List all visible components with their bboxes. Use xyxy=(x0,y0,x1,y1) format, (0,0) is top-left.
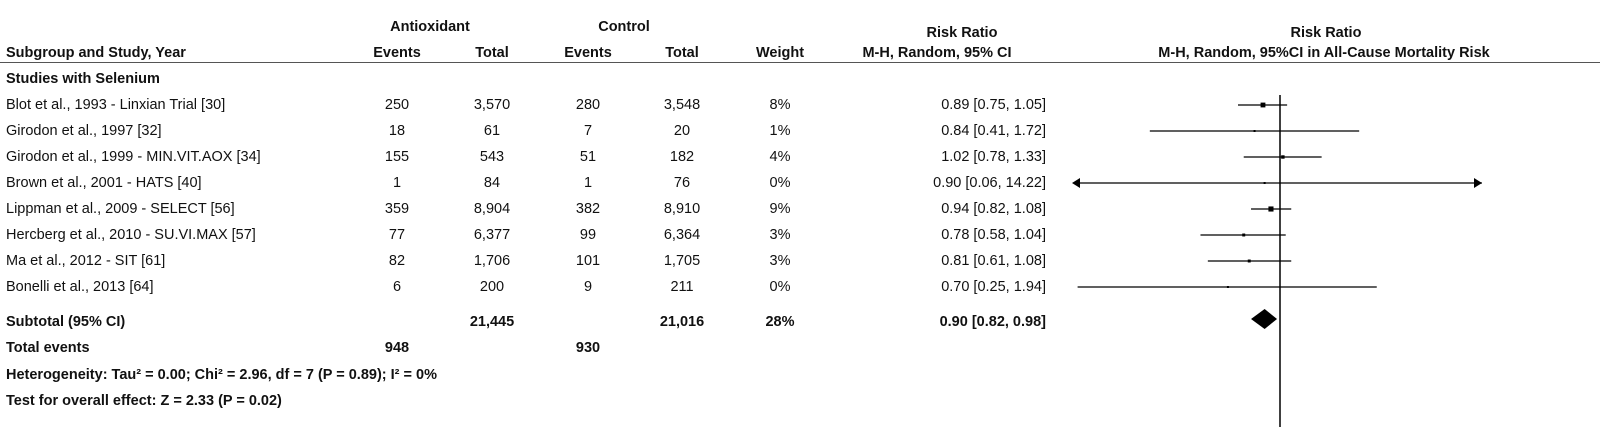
study-name: Hercberg et al., 2010 - SU.VI.MAX [57] xyxy=(6,227,256,243)
total-control: 20 xyxy=(673,123,691,139)
total-antioxidant: 6,377 xyxy=(473,227,511,243)
total-events-c: 930 xyxy=(575,340,601,356)
events-antioxidant: 359 xyxy=(384,201,410,217)
heterogeneity-stat: Heterogeneity: Tau² = 0.00; Chi² = 2.96,… xyxy=(6,367,437,383)
events-antioxidant: 155 xyxy=(384,149,410,165)
events-antioxidant: 1 xyxy=(392,175,402,191)
study-name: Girodon et al., 1999 - MIN.VIT.AOX [34] xyxy=(6,149,261,165)
risk-ratio-ci: 0.81 [0.61, 1.08] xyxy=(941,253,1046,269)
events-control: 99 xyxy=(579,227,597,243)
study-point-estimate xyxy=(1260,102,1266,108)
weight: 9% xyxy=(769,201,791,217)
events-antioxidant: 6 xyxy=(392,279,402,295)
header-divider xyxy=(0,62,1600,63)
weight: 0% xyxy=(769,175,791,191)
events-control: 382 xyxy=(575,201,601,217)
total-control: 182 xyxy=(669,149,695,165)
weight: 0% xyxy=(769,279,791,295)
events-antioxidant: 18 xyxy=(388,123,406,139)
subtotal-total-a: 21,445 xyxy=(469,314,515,330)
study-point-estimate xyxy=(1263,182,1266,184)
total-antioxidant: 84 xyxy=(483,175,501,191)
col-header-total-c: Total xyxy=(665,45,699,61)
total-control: 76 xyxy=(673,175,691,191)
group-header-control: Control xyxy=(598,19,650,35)
overall-effect-stat: Test for overall effect: Z = 2.33 (P = 0… xyxy=(6,393,282,409)
plot-title: Risk Ratio xyxy=(1290,25,1362,41)
events-antioxidant: 77 xyxy=(388,227,406,243)
study-name: Ma et al., 2012 - SIT [61] xyxy=(6,253,166,269)
weight: 1% xyxy=(769,123,791,139)
total-antioxidant: 200 xyxy=(479,279,505,295)
rr-column-title: Risk Ratio xyxy=(926,25,998,41)
weight: 3% xyxy=(769,227,791,243)
study-name: Girodon et al., 1997 [32] xyxy=(6,123,162,139)
col-header-total-a: Total xyxy=(475,45,509,61)
weight: 3% xyxy=(769,253,791,269)
total-control: 8,910 xyxy=(663,201,701,217)
study-point-estimate xyxy=(1253,130,1256,132)
ci-arrow-right xyxy=(1474,178,1482,188)
events-control: 9 xyxy=(583,279,593,295)
total-antioxidant: 61 xyxy=(483,123,501,139)
col-header-weight: Weight xyxy=(755,45,805,61)
total-antioxidant: 543 xyxy=(479,149,505,165)
col-header-events-a: Events xyxy=(373,45,421,61)
total-events-a: 948 xyxy=(384,340,410,356)
risk-ratio-ci: 1.02 [0.78, 1.33] xyxy=(941,149,1046,165)
risk-ratio-ci: 0.89 [0.75, 1.05] xyxy=(941,97,1046,113)
study-name: Bonelli et al., 2013 [64] xyxy=(6,279,154,295)
study-point-estimate xyxy=(1226,286,1229,288)
subtotal-total-c: 21,016 xyxy=(659,314,705,330)
events-control: 7 xyxy=(583,123,593,139)
total-antioxidant: 8,904 xyxy=(473,201,511,217)
study-point-estimate xyxy=(1268,206,1274,212)
group-header-antioxidant: Antioxidant xyxy=(390,19,470,35)
risk-ratio-ci: 0.84 [0.41, 1.72] xyxy=(941,123,1046,139)
study-point-estimate xyxy=(1281,155,1285,159)
total-events-label: Total events xyxy=(6,340,90,356)
study-point-estimate xyxy=(1242,233,1246,237)
events-antioxidant: 82 xyxy=(388,253,406,269)
risk-ratio-ci: 0.94 [0.82, 1.08] xyxy=(941,201,1046,217)
ci-arrow-left xyxy=(1072,178,1080,188)
total-antioxidant: 1,706 xyxy=(473,253,511,269)
subtotal-weight: 28% xyxy=(765,314,795,330)
subgroup-title: Studies with Selenium xyxy=(6,71,160,87)
total-control: 1,705 xyxy=(663,253,701,269)
events-antioxidant: 250 xyxy=(384,97,410,113)
col-header-events-c: Events xyxy=(564,45,612,61)
risk-ratio-ci: 0.70 [0.25, 1.94] xyxy=(941,279,1046,295)
total-control: 3,548 xyxy=(663,97,701,113)
study-point-estimate xyxy=(1247,259,1251,263)
subtotal-label: Subtotal (95% CI) xyxy=(6,314,126,330)
events-control: 280 xyxy=(575,97,601,113)
study-name: Brown et al., 2001 - HATS [40] xyxy=(6,175,202,191)
events-control: 51 xyxy=(579,149,597,165)
subtotal-ci: 0.90 [0.82, 0.98] xyxy=(939,314,1046,330)
risk-ratio-ci: 0.90 [0.06, 14.22] xyxy=(933,175,1046,191)
study-name: Lippman et al., 2009 - SELECT [56] xyxy=(6,201,235,217)
col-header-ci: M-H, Random, 95% CI xyxy=(862,45,1012,61)
total-control: 6,364 xyxy=(663,227,701,243)
weight: 4% xyxy=(769,149,791,165)
study-name: Blot et al., 1993 - Linxian Trial [30] xyxy=(6,97,226,113)
col-header-study: Subgroup and Study, Year xyxy=(6,45,186,61)
events-control: 101 xyxy=(575,253,601,269)
plot-subtitle: M-H, Random, 95%CI in All-Cause Mortalit… xyxy=(1158,45,1490,61)
total-antioxidant: 3,570 xyxy=(473,97,511,113)
risk-ratio-ci: 0.78 [0.58, 1.04] xyxy=(941,227,1046,243)
weight: 8% xyxy=(769,97,791,113)
pooled-estimate-diamond xyxy=(1251,309,1278,329)
events-control: 1 xyxy=(583,175,593,191)
total-control: 211 xyxy=(670,279,694,295)
